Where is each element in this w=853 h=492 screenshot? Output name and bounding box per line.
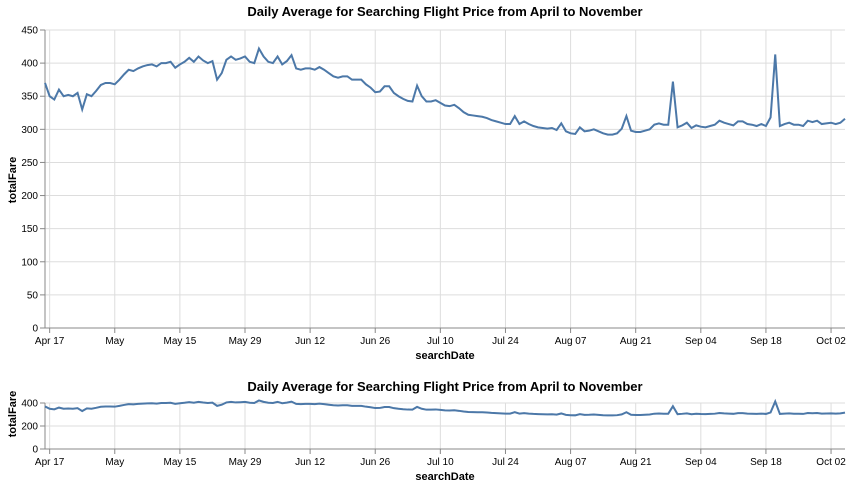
main-chart-y-tick-label: 0: [32, 324, 38, 335]
main-chart-y-tick-label: 100: [21, 257, 38, 268]
overview-chart-series-line: [44, 398, 846, 417]
overview-chart-x-tick-label: Oct 02: [816, 457, 846, 468]
overview-chart-x-tick-label: Apr 17: [35, 457, 65, 468]
main-chart-x-tick-label: Jun 26: [360, 336, 390, 347]
main-chart-y-tick-label: 200: [21, 191, 38, 202]
main-chart-x-tick-label: Jun 12: [295, 336, 325, 347]
overview-chart-x-axis-title: searchDate: [415, 471, 474, 483]
main-chart-y-tick-label: 450: [21, 26, 38, 37]
main-chart-x-tick-label: Sep 18: [750, 336, 782, 347]
main-chart-x-axis: Apr 17 May May 15 May 29 Jun 12 Jun 26 Jul 10 J…: [35, 327, 846, 347]
main-chart-title: Daily Average for Searching Flight Price…: [247, 4, 642, 19]
overview-chart-y-axis-title: totalFare: [7, 391, 19, 437]
overview-chart-y-axis: 0 200 400: [21, 399, 46, 456]
main-chart-x-tick-label: Oct 02: [816, 336, 846, 347]
main-chart-y-tick-label: 250: [21, 158, 38, 169]
overview-chart-x-tick-label: May 29: [229, 457, 262, 468]
main-chart-x-tick-label: Sep 04: [685, 336, 717, 347]
overview-chart-x-tick-label: Aug 21: [620, 457, 652, 468]
main-chart-x-tick-label: Aug 07: [555, 336, 587, 347]
main-chart-x-tick-label: Aug 21: [620, 336, 652, 347]
main-chart-grid: [45, 29, 845, 329]
overview-chart-x-tick-label: Jul 10: [427, 457, 454, 468]
main-chart-y-tick-label: 300: [21, 125, 38, 136]
main-chart-x-tick-label: Apr 17: [35, 336, 65, 347]
main-chart-x-axis-title: searchDate: [415, 350, 474, 362]
main-chart-y-tick-label: 150: [21, 224, 38, 235]
main-chart-x-tick-label: May 29: [229, 336, 262, 347]
main-chart-x-tick-label: May 15: [163, 336, 196, 347]
overview-chart-title: Daily Average for Searching Flight Price…: [247, 379, 642, 394]
overview-chart-x-axis: Apr 17 May May 15 May 29 Jun 12 Jun 26 Jul 10 J…: [35, 448, 846, 468]
main-chart-x-tick-label: Jul 10: [427, 336, 454, 347]
overview-chart-y-tick-label: 400: [21, 399, 38, 410]
main-chart-y-axis: 0 50 100 150 200 250 300 350 400 450: [21, 26, 46, 335]
overview-chart-x-tick-label: Sep 18: [750, 457, 782, 468]
overview-chart-x-tick-label: Aug 07: [555, 457, 587, 468]
main-chart-x-tick-label: Jul 24: [492, 336, 519, 347]
main-chart-x-tick-label: May: [105, 336, 124, 347]
overview-chart-x-tick-label: May: [105, 457, 124, 468]
overview-chart-x-tick-label: Sep 04: [685, 457, 717, 468]
overview-chart-y-tick-label: 0: [32, 445, 38, 456]
main-chart-y-axis-title: totalFare: [7, 157, 19, 203]
main-chart-series-line: [44, 46, 846, 136]
overview-chart-y-tick-label: 200: [21, 422, 38, 433]
overview-chart-x-tick-label: Jun 12: [295, 457, 325, 468]
main-chart-y-tick-label: 50: [27, 290, 39, 301]
main-chart-y-tick-label: 350: [21, 92, 38, 103]
overview-chart-x-tick-label: Jul 24: [492, 457, 519, 468]
overview-chart-x-tick-label: Jun 26: [360, 457, 390, 468]
overview-chart-x-tick-label: May 15: [163, 457, 196, 468]
main-chart-y-tick-label: 400: [21, 59, 38, 70]
